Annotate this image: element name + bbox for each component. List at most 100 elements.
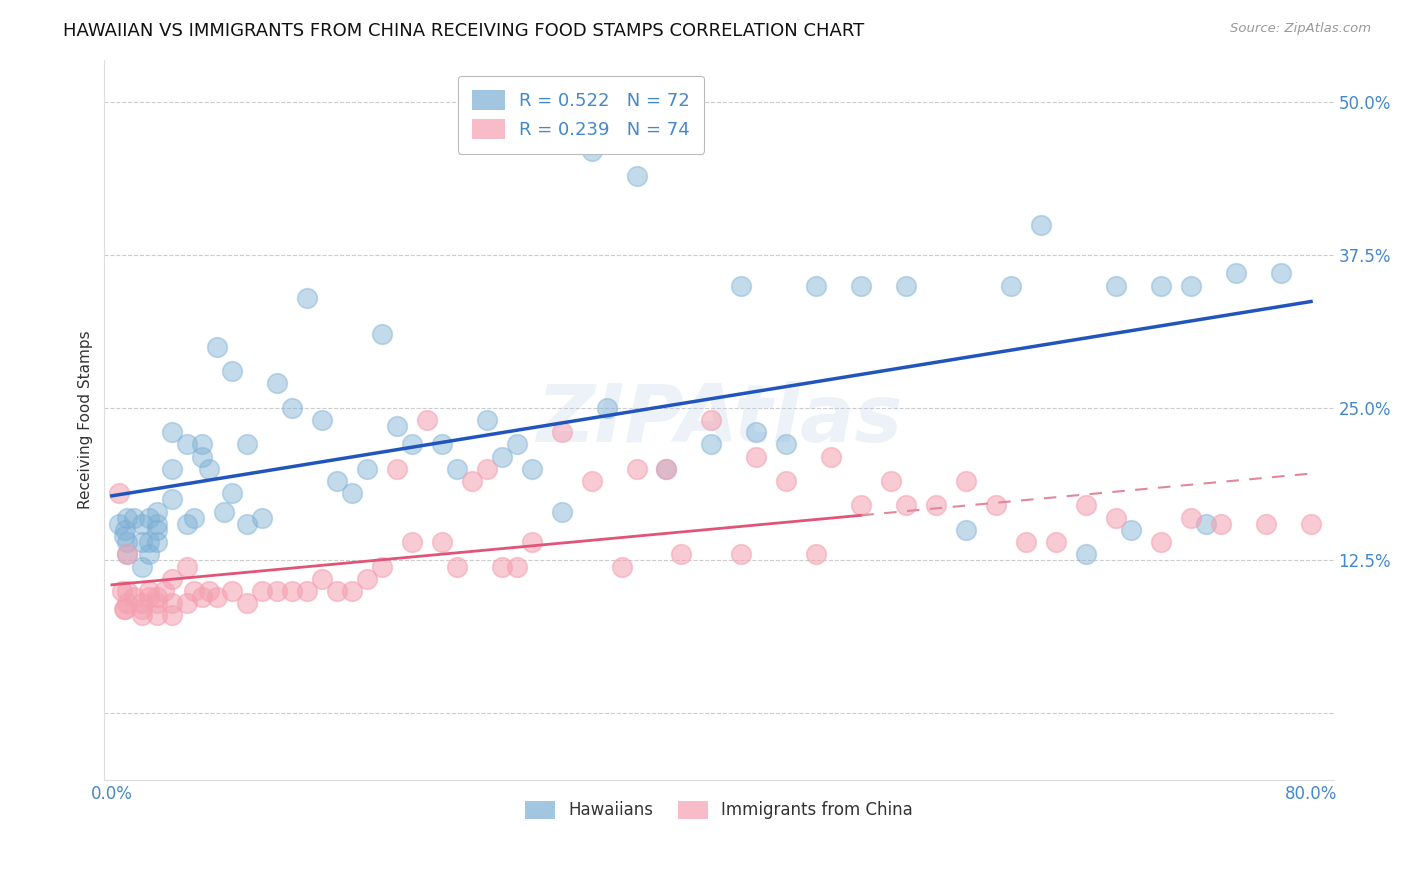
- Point: [146, 608, 169, 623]
- Point: [198, 462, 221, 476]
- Point: [520, 535, 543, 549]
- Point: [775, 474, 797, 488]
- Point: [138, 590, 160, 604]
- Point: [108, 486, 131, 500]
- Point: [820, 450, 842, 464]
- Point: [160, 596, 183, 610]
- Point: [115, 596, 138, 610]
- Point: [430, 437, 453, 451]
- Point: [131, 535, 153, 549]
- Point: [520, 462, 543, 476]
- Point: [138, 535, 160, 549]
- Point: [124, 590, 146, 604]
- Point: [671, 547, 693, 561]
- Point: [1121, 523, 1143, 537]
- Point: [851, 278, 873, 293]
- Point: [1225, 266, 1247, 280]
- Point: [626, 462, 648, 476]
- Point: [138, 547, 160, 561]
- Point: [581, 474, 603, 488]
- Point: [115, 584, 138, 599]
- Point: [176, 596, 198, 610]
- Point: [281, 401, 304, 415]
- Point: [183, 584, 205, 599]
- Point: [108, 516, 131, 531]
- Point: [311, 572, 333, 586]
- Point: [1031, 218, 1053, 232]
- Point: [415, 413, 437, 427]
- Point: [730, 278, 752, 293]
- Y-axis label: Receiving Food Stamps: Receiving Food Stamps: [79, 331, 93, 509]
- Point: [1299, 516, 1322, 531]
- Point: [131, 596, 153, 610]
- Point: [700, 437, 723, 451]
- Point: [896, 278, 918, 293]
- Point: [183, 510, 205, 524]
- Point: [806, 547, 828, 561]
- Point: [131, 559, 153, 574]
- Point: [550, 505, 572, 519]
- Point: [655, 462, 678, 476]
- Point: [1254, 516, 1277, 531]
- Point: [1270, 266, 1292, 280]
- Point: [880, 474, 903, 488]
- Point: [146, 516, 169, 531]
- Point: [160, 608, 183, 623]
- Point: [446, 559, 468, 574]
- Point: [160, 492, 183, 507]
- Point: [401, 437, 423, 451]
- Point: [191, 437, 214, 451]
- Point: [986, 499, 1008, 513]
- Legend: Hawaiians, Immigrants from China: Hawaiians, Immigrants from China: [517, 794, 920, 826]
- Point: [356, 572, 378, 586]
- Point: [745, 425, 768, 439]
- Point: [214, 505, 236, 519]
- Point: [198, 584, 221, 599]
- Point: [401, 535, 423, 549]
- Point: [356, 462, 378, 476]
- Point: [111, 584, 134, 599]
- Point: [1195, 516, 1218, 531]
- Point: [221, 486, 243, 500]
- Point: [250, 510, 273, 524]
- Point: [475, 462, 498, 476]
- Point: [745, 450, 768, 464]
- Point: [295, 584, 318, 599]
- Point: [955, 474, 977, 488]
- Point: [236, 516, 259, 531]
- Point: [295, 291, 318, 305]
- Point: [460, 474, 482, 488]
- Point: [626, 169, 648, 183]
- Point: [851, 499, 873, 513]
- Point: [221, 364, 243, 378]
- Point: [221, 584, 243, 599]
- Point: [176, 437, 198, 451]
- Point: [146, 590, 169, 604]
- Point: [340, 486, 363, 500]
- Point: [370, 327, 392, 342]
- Point: [146, 505, 169, 519]
- Point: [1045, 535, 1067, 549]
- Point: [114, 602, 136, 616]
- Point: [138, 510, 160, 524]
- Point: [114, 523, 136, 537]
- Point: [236, 437, 259, 451]
- Point: [730, 547, 752, 561]
- Point: [1076, 499, 1098, 513]
- Point: [176, 559, 198, 574]
- Point: [955, 523, 977, 537]
- Point: [340, 584, 363, 599]
- Point: [1076, 547, 1098, 561]
- Point: [550, 425, 572, 439]
- Point: [446, 462, 468, 476]
- Point: [131, 608, 153, 623]
- Point: [491, 559, 513, 574]
- Point: [325, 584, 347, 599]
- Point: [595, 401, 617, 415]
- Point: [1209, 516, 1232, 531]
- Point: [925, 499, 948, 513]
- Point: [896, 499, 918, 513]
- Point: [775, 437, 797, 451]
- Point: [1180, 510, 1202, 524]
- Point: [1180, 278, 1202, 293]
